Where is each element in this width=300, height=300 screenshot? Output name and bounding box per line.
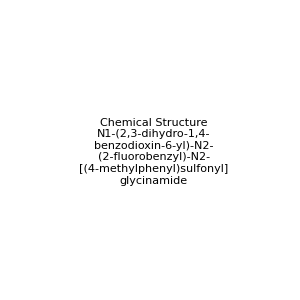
Text: Chemical Structure
N1-(2,3-dihydro-1,4-
benzodioxin-6-yl)-N2-
(2-fluorobenzyl)-N: Chemical Structure N1-(2,3-dihydro-1,4- … (79, 118, 228, 185)
